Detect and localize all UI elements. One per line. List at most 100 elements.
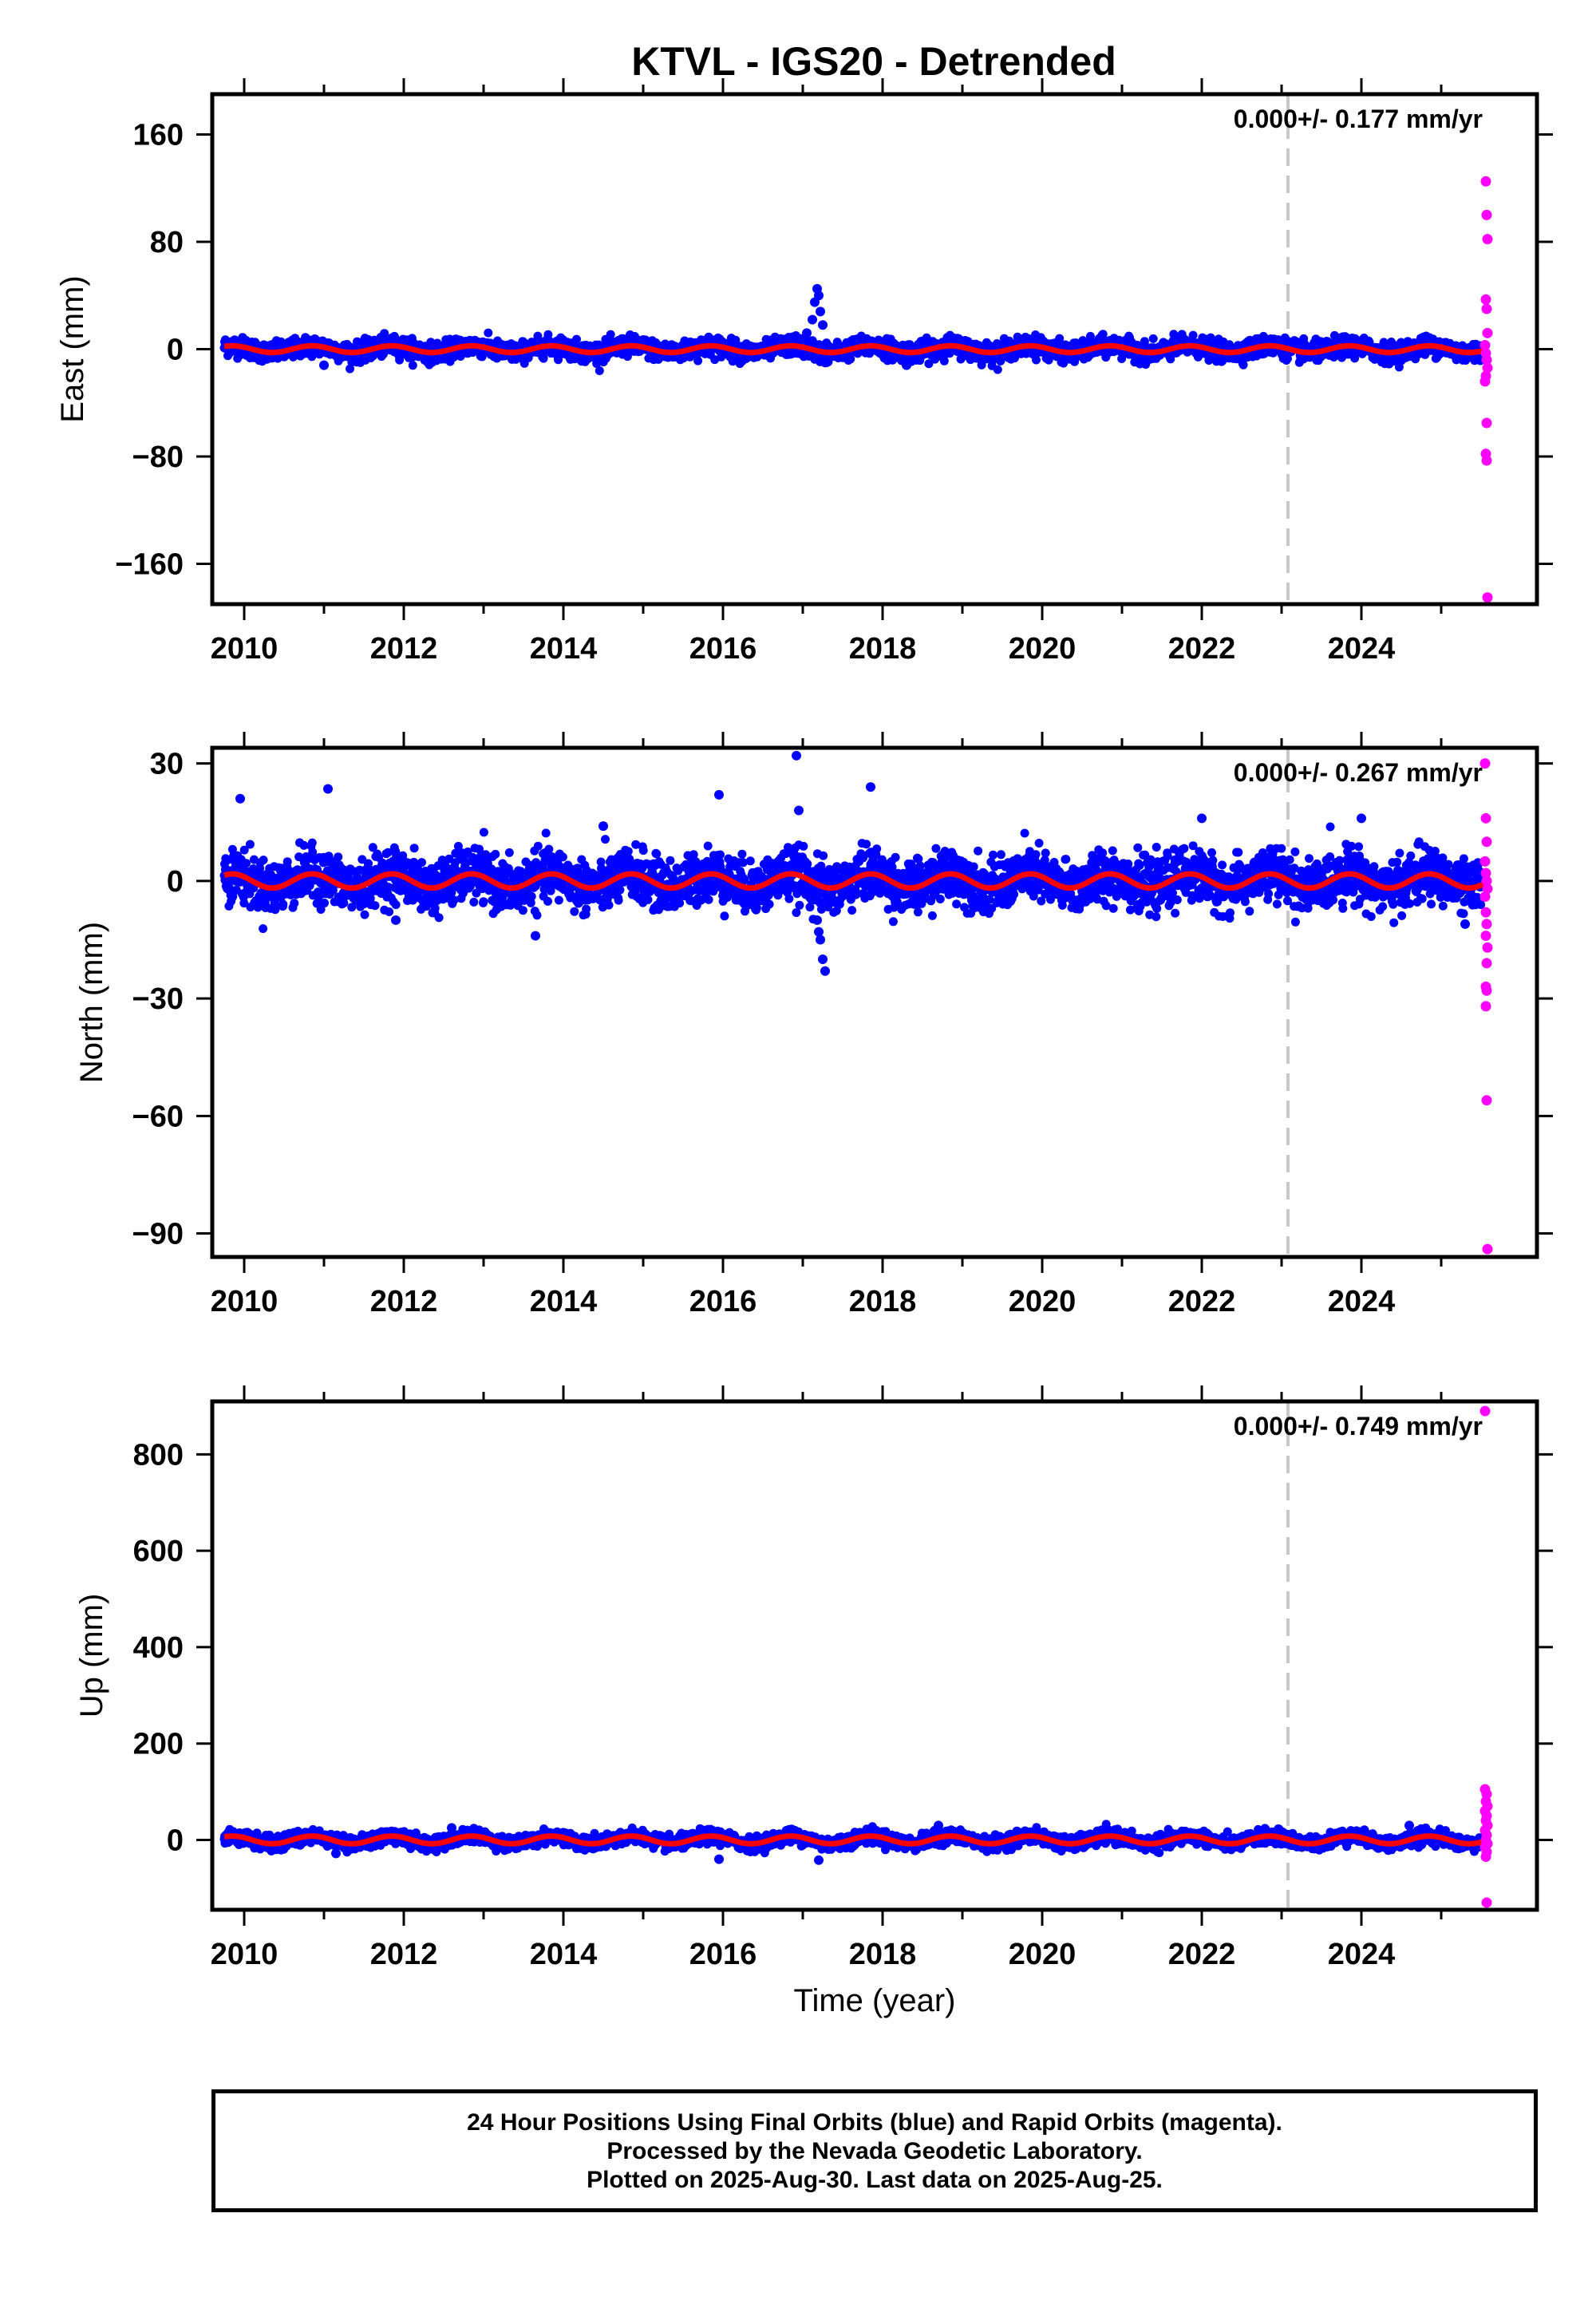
panel-east: 2010 2012 2014 2016 2018 2020 2022 2024−160−800…: [55, 42, 1553, 666]
data-point: [704, 895, 713, 904]
data-point: [846, 354, 855, 364]
data-point: [370, 901, 380, 911]
data-point: [395, 355, 405, 365]
y-tick-label: 160: [133, 118, 184, 152]
y-tick-label: 80: [150, 226, 184, 259]
data-point: [543, 330, 553, 339]
data-point: [533, 841, 543, 851]
data-point: [814, 290, 824, 301]
data-point: [615, 885, 625, 895]
data-point: [544, 844, 554, 854]
data-point: [245, 840, 255, 849]
data-point: [319, 360, 329, 370]
data-point: [385, 907, 394, 916]
rate-label: 0.000+/- 0.177 mm/yr: [1234, 105, 1483, 133]
y-tick-label: 0: [167, 334, 184, 367]
x-tick-label: 2016: [689, 632, 757, 666]
data-point: [1032, 355, 1041, 365]
final-orbit-points: [219, 283, 1486, 375]
data-point: [408, 361, 417, 370]
data-point: [469, 897, 479, 907]
data-point: [479, 897, 488, 907]
data-point: [652, 849, 662, 859]
data-point: [703, 841, 713, 851]
data-point: [242, 859, 251, 868]
data-point: [693, 356, 703, 366]
data-point: [449, 353, 459, 362]
data-point: [1188, 330, 1198, 340]
data-point: [1482, 327, 1493, 338]
data-point: [391, 900, 401, 910]
data-point: [1481, 209, 1492, 220]
data-point: [554, 895, 563, 905]
y-tick-label: −80: [132, 441, 184, 474]
data-point: [595, 366, 604, 375]
data-point: [479, 828, 488, 837]
plot-area: [219, 748, 1493, 1257]
data-point: [518, 906, 527, 915]
data-point: [308, 848, 318, 857]
data-point: [1480, 176, 1491, 187]
chart-title: KTVL - IGS20 - Detrended: [631, 39, 1116, 84]
data-point: [675, 899, 685, 908]
data-point: [816, 306, 825, 317]
data-point: [638, 846, 648, 856]
data-point: [1148, 334, 1158, 343]
data-point: [924, 359, 934, 369]
plot-area: [219, 42, 1493, 604]
y-tick-label: −160: [115, 548, 184, 582]
data-point: [570, 907, 579, 916]
data-point: [716, 850, 725, 860]
data-point: [1482, 234, 1493, 245]
data-point: [539, 354, 548, 363]
data-point: [307, 838, 317, 848]
data-point: [601, 835, 610, 844]
data-point: [820, 358, 830, 368]
x-tick-label: 2010: [211, 632, 279, 666]
data-point: [902, 360, 911, 370]
x-tick-label: 2024: [1328, 632, 1396, 666]
y-axis-label: East (mm): [55, 275, 90, 422]
data-point: [409, 844, 419, 853]
data-point: [614, 895, 623, 905]
data-point: [527, 891, 536, 901]
x-tick-label: 2012: [370, 632, 438, 666]
data-point: [939, 356, 949, 366]
data-point: [290, 899, 299, 908]
data-point: [360, 910, 369, 919]
data-point: [320, 899, 330, 907]
data-point: [541, 828, 551, 838]
data-point: [1481, 455, 1492, 466]
data-point: [1482, 592, 1493, 603]
x-tick-label: 2022: [1168, 632, 1236, 666]
data-point: [491, 849, 500, 859]
data-point: [572, 334, 581, 344]
data-point: [993, 365, 1002, 374]
data-point: [818, 320, 828, 330]
data-point: [1480, 294, 1491, 305]
data-point: [430, 903, 440, 913]
data-point: [434, 913, 444, 923]
data-point: [802, 328, 812, 338]
data-point: [279, 899, 288, 909]
data-point: [1238, 360, 1248, 370]
data-point: [622, 352, 632, 362]
data-point: [1479, 376, 1491, 387]
data-point: [1481, 303, 1492, 314]
data-point: [604, 900, 614, 910]
data-point: [1480, 42, 1491, 53]
data-point: [380, 329, 389, 338]
data-point: [1481, 417, 1492, 429]
data-point: [643, 895, 653, 904]
data-point: [606, 330, 615, 339]
data-point: [259, 856, 268, 865]
data-point: [543, 896, 552, 906]
data-point: [558, 852, 567, 862]
data-point: [282, 857, 292, 867]
data-point: [582, 904, 591, 914]
data-point: [334, 852, 343, 862]
data-point: [417, 858, 426, 868]
data-point: [259, 924, 268, 934]
x-tick-label: 2014: [530, 632, 598, 666]
data-point: [504, 848, 514, 857]
